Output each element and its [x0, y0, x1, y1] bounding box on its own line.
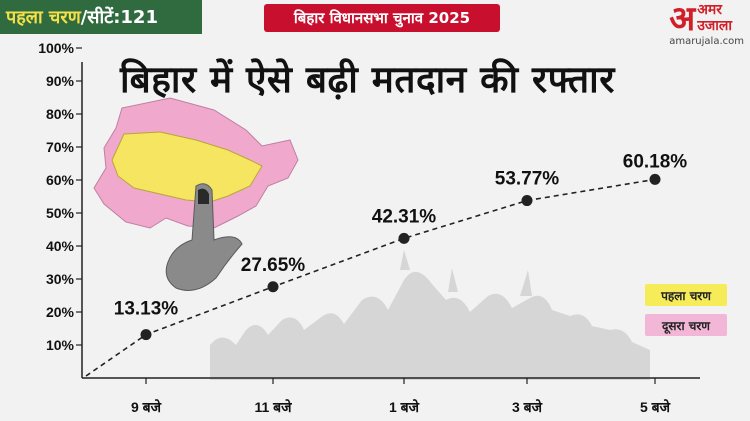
x-category-label: 9 बजे — [131, 399, 162, 415]
x-category-label: 1 बजे — [389, 399, 420, 415]
turnout-point — [649, 173, 661, 185]
y-tick-label: 50% — [46, 205, 75, 221]
turnout-point — [521, 195, 533, 207]
turnout-series — [85, 173, 661, 377]
y-tick-label: 80% — [46, 106, 75, 122]
y-tick-label: 30% — [46, 271, 75, 287]
phase-seats-badge: पहला चरण/सीटें:121 — [0, 0, 202, 34]
x-category-label: 11 बजे — [254, 399, 292, 415]
x-category-label: 5 बजे — [640, 399, 671, 415]
brand-logo: अ अमर उजाला amarujala.com — [669, 2, 744, 48]
brand-mark: अ — [669, 0, 696, 39]
turnout-line — [85, 178, 656, 377]
x-categories: 9 बजे 11 बजे 1 बजे 3 बजे 5 बजे — [131, 378, 671, 415]
data-label: 60.18% — [623, 151, 688, 172]
brand-name: अमर उजाला — [697, 2, 732, 34]
election-banner: बिहार विधानसभा चुनाव 2025 — [264, 4, 500, 32]
data-label: 27.65% — [241, 255, 306, 276]
data-label: 53.77% — [495, 169, 560, 190]
brand-domain: amarujala.com — [669, 36, 744, 47]
y-tick-label: 10% — [46, 337, 75, 353]
legend-phase2: दूसरा चरण — [645, 314, 727, 336]
turnout-point — [140, 329, 152, 341]
data-labels: 13.13% 27.65% 42.31% 53.77% 60.18% — [114, 151, 688, 319]
y-tick-label: 100% — [38, 40, 74, 56]
data-label: 13.13% — [114, 299, 179, 320]
phase-label: पहला चरण — [6, 7, 81, 28]
y-tick-label: 40% — [46, 238, 75, 254]
crowd-silhouette — [210, 250, 650, 380]
y-ticks: 10% 20% 30% 40% 50% 60% 70% 80% 90% 100% — [38, 40, 82, 353]
y-tick-label: 90% — [46, 73, 75, 89]
chart-title: बिहार में ऐसे बढ़ी मतदान की रफ्तार — [120, 58, 615, 101]
x-category-label: 3 बजे — [512, 399, 543, 415]
map-phase1-region — [111, 131, 263, 203]
y-tick-label: 60% — [46, 172, 75, 188]
legend-phase1: पहला चरण — [645, 284, 727, 306]
turnout-point — [398, 232, 410, 244]
data-label: 42.31% — [372, 206, 437, 227]
bihar-map — [93, 97, 299, 291]
turnout-point — [267, 281, 279, 293]
chart-axes — [81, 62, 700, 379]
seats-label: /सीटें:121 — [80, 7, 158, 28]
inked-finger — [165, 183, 243, 291]
y-tick-label: 20% — [46, 304, 75, 320]
y-tick-label: 70% — [46, 139, 75, 155]
